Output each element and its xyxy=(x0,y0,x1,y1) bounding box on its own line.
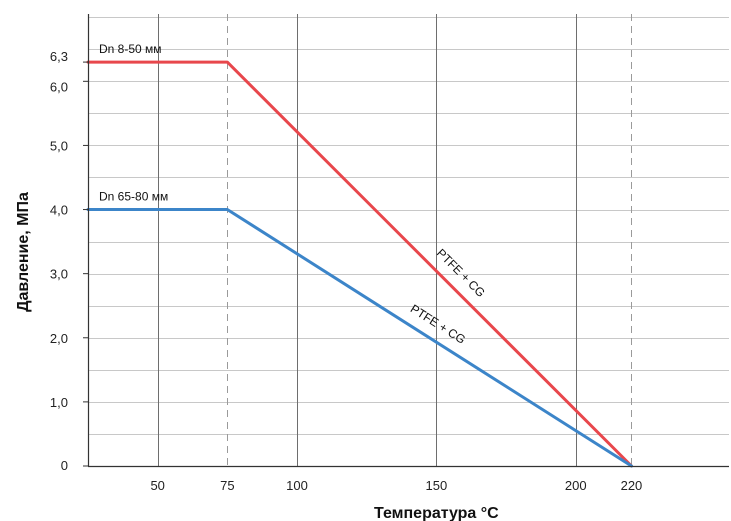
x-tick-label: 50 xyxy=(150,478,164,493)
y-axis-title: Давление, МПа xyxy=(15,192,32,312)
axis-layer xyxy=(83,14,729,468)
series-material-label: PTFE + CG xyxy=(434,246,488,300)
x-tick-label: 75 xyxy=(220,478,234,493)
y-tick-label: 4,0 xyxy=(50,203,68,218)
series-layer xyxy=(86,60,633,468)
y-tick-label: 3,0 xyxy=(50,267,68,282)
x-axis-title: Температура °С xyxy=(374,505,499,521)
x-tick-label: 220 xyxy=(621,478,643,493)
x-tick-label: 150 xyxy=(426,478,448,493)
series-line-1 xyxy=(86,208,633,468)
x-tick-label: 200 xyxy=(565,478,587,493)
y-tick-label: 0 xyxy=(61,458,68,473)
y-tick-label: 6,0 xyxy=(50,79,68,94)
y-tick-label: 6,3 xyxy=(50,49,68,64)
series-name-label: Dn 65-80 мм xyxy=(99,190,168,204)
x-tick-label: 100 xyxy=(286,478,308,493)
series-line-0 xyxy=(86,60,633,468)
y-tick-label: 2,0 xyxy=(50,331,68,346)
y-tick-label: 1,0 xyxy=(50,395,68,410)
series-material-label: PTFE + CG xyxy=(408,302,468,347)
series-name-label: Dn 8-50 мм xyxy=(99,42,162,56)
y-tick-label: 5,0 xyxy=(50,138,68,153)
grid-layer xyxy=(88,14,729,466)
label-layer: 0 1,0 2,0 3,0 4,0 5,0 6,0 6,3 50 75 100 150 200 220 Те… xyxy=(15,42,642,521)
